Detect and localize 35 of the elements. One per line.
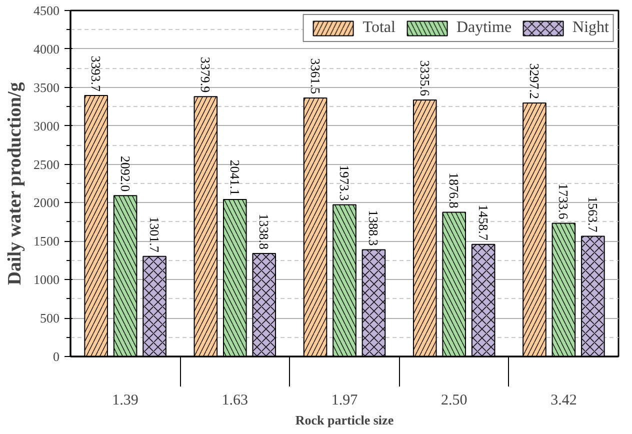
- data-label: 1388.3: [366, 210, 382, 246]
- y-axis-title: Daily water production/g: [4, 82, 26, 286]
- data-label: 3379.9: [198, 56, 214, 93]
- x-tick-label: 2.50: [440, 392, 468, 408]
- x-tick-label: 1.97: [331, 392, 358, 408]
- x-tick-label: 1.39: [112, 392, 138, 408]
- data-label: 2092.0: [118, 156, 133, 192]
- data-label: 3361.5: [308, 58, 323, 94]
- legend-label: Daytime: [456, 19, 512, 37]
- data-label: 1338.8: [256, 214, 272, 250]
- x-tick-label: 3.42: [550, 392, 577, 408]
- y-tick-label: 2500: [34, 156, 60, 172]
- legend-label: Night: [572, 19, 609, 37]
- data-label: 1876.8: [446, 172, 462, 208]
- y-tick-label: 4500: [34, 3, 60, 18]
- y-tick-label: 0: [53, 349, 60, 364]
- data-label: 1301.7: [147, 216, 162, 253]
- data-label: 3335.6: [417, 60, 432, 97]
- data-label: 3297.2: [526, 63, 542, 99]
- data-label: 3393.7: [88, 56, 104, 92]
- data-label: 1973.3: [337, 165, 352, 201]
- y-tick-label: 3500: [34, 80, 60, 95]
- data-label: 1458.7: [476, 204, 491, 241]
- y-tick-label: 2000: [34, 195, 60, 210]
- y-tick-label: 1000: [34, 272, 60, 288]
- y-tick-label: 3000: [34, 118, 60, 134]
- y-tick-label: 500: [40, 310, 60, 326]
- x-axis-title: Rock particle size: [295, 412, 394, 428]
- data-label: 1733.6: [556, 183, 572, 220]
- y-tick-label: 4000: [34, 41, 60, 56]
- y-tick-label: 1500: [34, 234, 60, 249]
- x-tick-label: 1.63: [222, 392, 248, 408]
- data-label: 1563.7: [585, 196, 600, 233]
- legend-label: Total: [362, 19, 396, 37]
- data-label: 2041.1: [227, 160, 242, 196]
